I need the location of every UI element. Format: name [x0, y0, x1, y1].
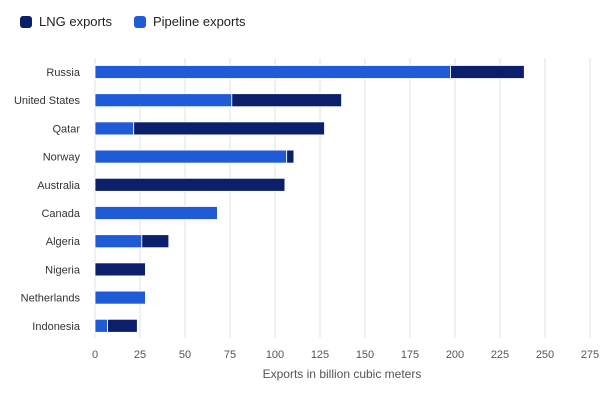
legend-label-pipeline: Pipeline exports [152, 14, 246, 29]
bar-lng[interactable] [133, 121, 325, 136]
legend-swatch-pipeline [133, 15, 146, 28]
legend-swatch-lng [20, 15, 32, 28]
category-label: Australia [37, 180, 81, 192]
bar-lng[interactable] [94, 262, 146, 277]
x-tick-label: 200 [446, 349, 464, 361]
legend-label-lng: LNG exports [39, 14, 112, 29]
x-tick-label: 125 [311, 349, 329, 361]
x-tick-label: 25 [134, 349, 146, 361]
category-label: Nigeria [45, 264, 81, 276]
legend: LNG exports Pipeline exports [20, 14, 245, 29]
legend-item-pipeline[interactable]: Pipeline exports [133, 14, 246, 29]
x-axis-title: Exports in billion cubic meters [263, 367, 422, 381]
bar-pipeline[interactable] [94, 121, 135, 136]
category-label: Canada [41, 208, 80, 220]
bar-lng[interactable] [141, 234, 170, 249]
x-tick-label: 225 [491, 349, 509, 361]
category-label: United States [14, 95, 81, 107]
category-label: Indonesia [32, 321, 81, 333]
bar-lng[interactable] [286, 149, 295, 164]
category-label: Algeria [46, 236, 81, 248]
bar-pipeline[interactable] [94, 206, 218, 220]
x-tick-label: 150 [356, 349, 374, 361]
bar-pipeline[interactable] [94, 65, 451, 79]
bar-lng[interactable] [231, 93, 343, 108]
x-tick-label: 250 [536, 349, 554, 361]
bar-lng[interactable] [450, 65, 525, 79]
x-tick-label: 275 [581, 349, 599, 361]
legend-item-lng[interactable]: LNG exports [20, 14, 112, 29]
y-axis-categories: Russia United States Qatar Norway Australia C… [14, 67, 81, 333]
x-tick-label: 50 [179, 349, 191, 361]
x-tick-label: 75 [224, 349, 236, 361]
x-tick-label: 100 [266, 349, 284, 361]
category-label: Netherlands [21, 293, 81, 305]
bar-pipeline[interactable] [94, 234, 143, 249]
x-axis-ticks: 0 25 50 75 100 125 150 175 200 225 250 275 [92, 349, 599, 361]
category-label: Qatar [52, 123, 80, 135]
bars [94, 65, 525, 333]
bar-lng[interactable] [94, 177, 286, 192]
category-label: Russia [46, 67, 81, 79]
bar-pipeline[interactable] [94, 290, 146, 305]
gridlines [94, 58, 591, 338]
x-tick-label: 0 [92, 349, 98, 361]
category-label: Norway [43, 152, 81, 164]
bar-pipeline[interactable] [94, 149, 288, 164]
x-tick-label: 175 [401, 349, 419, 361]
bar-lng[interactable] [107, 318, 138, 333]
bar-pipeline[interactable] [94, 93, 233, 108]
bar-pipeline[interactable] [94, 318, 109, 333]
